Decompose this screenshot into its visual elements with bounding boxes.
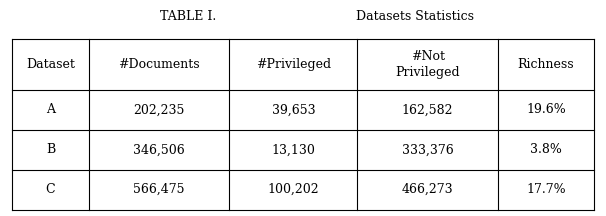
Text: 346,506: 346,506 [133,143,185,156]
Text: 466,273: 466,273 [402,183,453,196]
Text: A: A [46,103,55,116]
Text: 39,653: 39,653 [271,103,315,116]
Text: #Documents: #Documents [118,58,200,71]
Text: 202,235: 202,235 [133,103,185,116]
Text: Datasets Statistics: Datasets Statistics [356,10,474,23]
Text: C: C [45,183,55,196]
Text: 17.7%: 17.7% [526,183,566,196]
Text: #Not
Privileged: #Not Privileged [395,50,460,79]
Text: Richness: Richness [518,58,574,71]
Text: 566,475: 566,475 [133,183,185,196]
Text: 162,582: 162,582 [402,103,453,116]
Text: 100,202: 100,202 [268,183,319,196]
Text: B: B [46,143,55,156]
Text: Dataset: Dataset [26,58,75,71]
Text: TABLE I.: TABLE I. [160,10,216,23]
Text: #Privileged: #Privileged [256,58,331,71]
Text: 3.8%: 3.8% [530,143,562,156]
Text: 333,376: 333,376 [402,143,453,156]
Text: 19.6%: 19.6% [526,103,566,116]
Text: 13,130: 13,130 [271,143,315,156]
